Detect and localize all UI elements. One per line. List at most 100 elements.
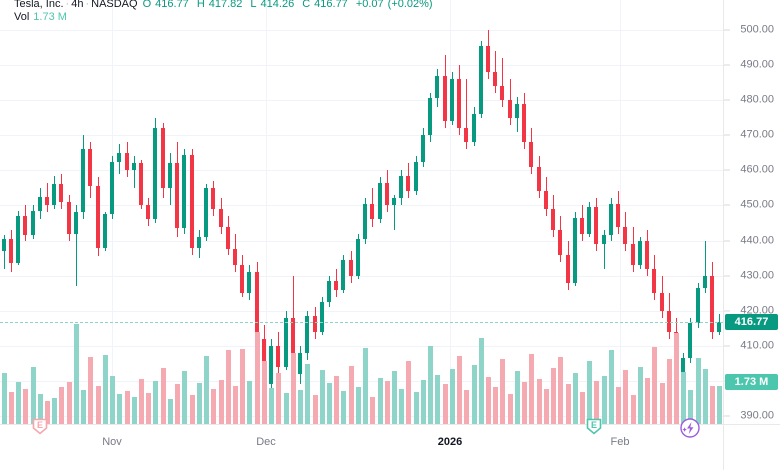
candle-body: [38, 196, 42, 211]
candle-body: [638, 240, 642, 266]
volume-bar: [226, 350, 231, 424]
candle-body: [298, 352, 302, 374]
candle-body: [696, 287, 700, 323]
current-price-line: [0, 322, 723, 324]
time-tick-label: Dec: [256, 436, 276, 448]
volume-bar: [515, 371, 520, 424]
candle-body: [435, 75, 439, 99]
candle-body: [269, 345, 273, 385]
grid-line-horizontal: [0, 380, 723, 382]
volume-bar: [59, 386, 64, 424]
volume-bar: [378, 377, 383, 424]
ai-insight-marker-icon[interactable]: [680, 418, 700, 438]
scale-corner: [723, 424, 780, 470]
price-tick-mark: [724, 275, 730, 277]
candle-wick: [4, 235, 5, 269]
candle-body: [132, 163, 136, 171]
candle-body: [515, 103, 519, 118]
candle-body: [378, 182, 382, 220]
candle-body: [457, 79, 461, 129]
candle-body: [616, 203, 620, 227]
candle-body: [52, 184, 56, 206]
candle-body: [175, 163, 179, 229]
volume-bar: [139, 378, 144, 424]
earnings-marker-icon[interactable]: E: [586, 418, 602, 435]
volume-bar: [2, 373, 7, 424]
volume-bar: [356, 386, 361, 424]
volume-bar: [667, 359, 672, 424]
candle-body: [363, 203, 367, 239]
volume-bar: [457, 355, 462, 424]
time-scale[interactable]: Nov Dec 2026 Feb: [0, 424, 723, 470]
price-tick-label: 420.00: [740, 304, 774, 317]
grid-line-horizontal: [0, 310, 723, 312]
candle-body: [356, 238, 360, 276]
candle-body: [9, 238, 13, 264]
candle-body: [23, 215, 27, 236]
candle-body: [349, 259, 353, 276]
volume-bar: [9, 392, 14, 424]
volume-bar: [298, 389, 303, 424]
volume-bar: [551, 367, 556, 424]
candle-body: [161, 128, 165, 188]
price-scale[interactable]: 500.00 490.00 480.00 470.00 460.00 450.00 440.…: [723, 0, 780, 424]
current-volume-badge: 1.73 M: [725, 373, 778, 390]
candle-body: [450, 79, 454, 122]
volume-bar: [103, 354, 108, 424]
candle-wick: [705, 240, 706, 294]
candle-body: [493, 72, 497, 87]
price-tick-mark: [724, 64, 730, 66]
time-tick-label: Feb: [610, 436, 630, 448]
volume-bar: [23, 388, 28, 424]
grid-line-horizontal: [0, 345, 723, 347]
candle-body: [305, 315, 309, 353]
candle-body: [688, 322, 692, 359]
volume-bar: [414, 392, 419, 424]
volume-bar: [211, 388, 216, 424]
volume-bar: [428, 345, 433, 424]
volume-bar: [31, 366, 36, 424]
volume-bar: [320, 370, 325, 424]
volume-bar: [305, 363, 310, 424]
volume-bar: [88, 356, 93, 424]
volume-bar: [616, 386, 621, 424]
candle-body: [291, 317, 295, 374]
grid-line-horizontal: [0, 30, 723, 32]
candle-body: [233, 249, 237, 266]
earnings-marker-icon[interactable]: E: [32, 418, 48, 435]
candle-wick: [466, 79, 467, 150]
candle-body: [472, 114, 476, 143]
candle-body: [240, 265, 244, 294]
candle-body: [479, 45, 483, 115]
candle-body: [219, 208, 223, 227]
volume-bar: [399, 388, 404, 424]
candle-body: [313, 315, 317, 332]
volume-bar: [392, 371, 397, 424]
volume-bar: [334, 375, 339, 424]
candle-body: [204, 187, 208, 238]
candle-body: [190, 154, 194, 248]
volume-bar: [240, 349, 245, 424]
candle-body: [226, 226, 230, 250]
time-tick-label: 2026: [437, 436, 463, 448]
volume-bar: [233, 385, 238, 424]
price-tick-label: 440.00: [740, 234, 774, 247]
marker-letter: E: [590, 420, 597, 430]
candle-body: [153, 128, 157, 220]
price-tick-mark: [724, 204, 730, 206]
candle-body: [464, 128, 468, 143]
volume-bar: [284, 393, 289, 424]
candle-body: [537, 166, 541, 192]
candle-body: [255, 272, 259, 339]
volume-bar: [291, 352, 296, 424]
candle-body: [443, 75, 447, 122]
volume-bar: [341, 391, 346, 424]
volume-bar: [537, 378, 542, 424]
candle-body: [573, 217, 577, 283]
volume-bar: [132, 396, 137, 424]
volume-bar: [486, 376, 491, 424]
candle-wick: [76, 205, 77, 287]
chart-plot-area[interactable]: [0, 0, 723, 424]
grid-line-vertical: [620, 0, 621, 424]
